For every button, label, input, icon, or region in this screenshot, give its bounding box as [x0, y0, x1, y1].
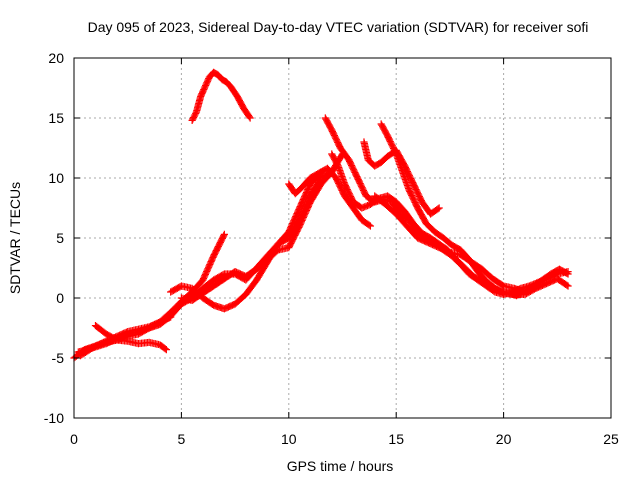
data-point: [167, 313, 175, 321]
y-tick-label: 5: [56, 230, 64, 246]
axis-ticks: 0 5 10 15 20 25 -10 -5 0 5 10 15 20: [44, 50, 619, 447]
y-tick-label: 0: [56, 290, 64, 306]
y-tick-label: -10: [44, 410, 64, 426]
data-point: [220, 232, 228, 240]
data-point: [366, 222, 375, 230]
x-tick-label: 0: [70, 431, 78, 447]
x-tick-label: 20: [496, 431, 512, 447]
series-arc-6: [177, 150, 347, 304]
data-point: [365, 221, 373, 229]
x-tick-label: 5: [178, 431, 186, 447]
data-point: [434, 205, 442, 213]
data-point: [563, 269, 571, 277]
series-arc-4: [76, 313, 175, 360]
x-tick-label: 10: [281, 431, 297, 447]
gridlines: [74, 58, 611, 418]
data-point: [564, 270, 572, 278]
series-arc-8: [285, 164, 375, 230]
data-point: [162, 346, 170, 354]
x-tick-label: 15: [388, 431, 404, 447]
y-tick-label: 20: [48, 50, 64, 66]
data-point: [246, 114, 254, 122]
x-tick-label: 25: [603, 431, 619, 447]
series-arc-12: [377, 120, 572, 298]
chart-title: Day 095 of 2023, Sidereal Day-to-day VTE…: [88, 19, 589, 35]
series-arc-2: [74, 168, 336, 356]
series-arc-13: [371, 192, 529, 296]
y-axis-label: SDTVAR / TECUs: [7, 182, 23, 294]
data-point: [161, 345, 169, 353]
data-points: [70, 68, 572, 362]
data-point: [521, 288, 529, 296]
data-point: [245, 113, 253, 121]
y-tick-label: 10: [48, 170, 64, 186]
data-point: [220, 230, 228, 238]
x-axis-label: GPS time / hours: [287, 458, 394, 474]
data-point: [563, 281, 571, 289]
series-arc-7: [188, 68, 254, 124]
y-tick-label: 15: [48, 110, 64, 126]
data-point: [435, 204, 443, 212]
y-tick-label: -5: [52, 350, 65, 366]
data-point: [564, 282, 572, 290]
